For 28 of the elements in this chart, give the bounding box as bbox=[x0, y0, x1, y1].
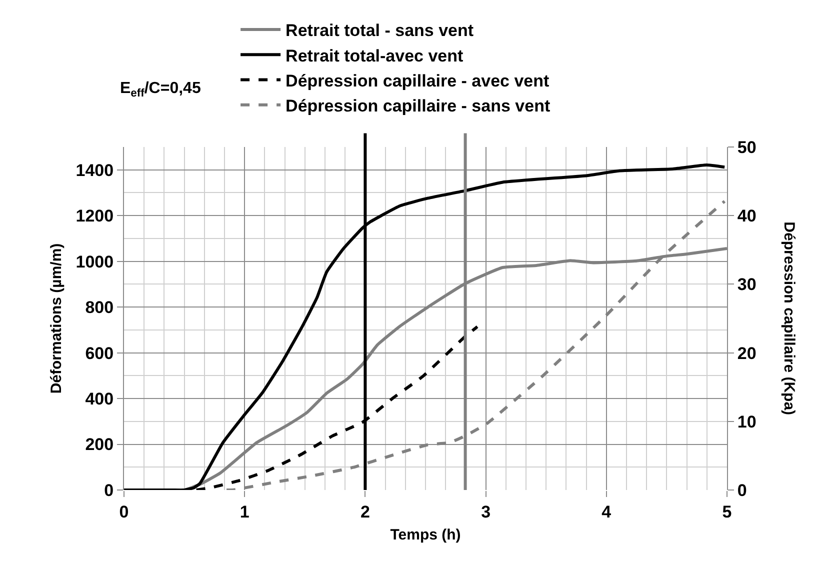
y2-tick-label: 0 bbox=[737, 480, 747, 500]
x-tick-label: 1 bbox=[240, 502, 250, 522]
y-tick-label: 1000 bbox=[76, 252, 114, 272]
y2-axis-title: Dépression capillaire (Kpa) bbox=[780, 222, 798, 416]
y-tick-label: 200 bbox=[85, 435, 114, 454]
x-tick-label: 5 bbox=[722, 502, 732, 522]
legend-label: Dépression capillaire - avec vent bbox=[286, 71, 550, 90]
y-tick-label: 600 bbox=[85, 344, 114, 363]
y-tick-label: 1200 bbox=[76, 206, 114, 226]
x-tick-label: 0 bbox=[119, 502, 129, 522]
x-tick-label: 3 bbox=[481, 502, 491, 522]
y-tick-label: 0 bbox=[104, 480, 114, 500]
y-tick-label: 800 bbox=[85, 298, 114, 318]
y2-tick-label: 20 bbox=[737, 344, 756, 363]
legend-label: Dépression capillaire - sans vent bbox=[286, 96, 550, 116]
legend-label: Retrait total - sans vent bbox=[286, 21, 474, 40]
y-tick-label: 1400 bbox=[76, 160, 114, 180]
y-axis-title: Déformations (µm/m) bbox=[48, 243, 66, 394]
y2-tick-label: 50 bbox=[737, 138, 756, 157]
x-axis-title: Temps (h) bbox=[390, 526, 461, 544]
y2-tick-label: 10 bbox=[737, 412, 756, 432]
legend-label: Retrait total-avec vent bbox=[286, 46, 464, 66]
x-tick-label: 4 bbox=[602, 502, 612, 522]
y-tick-label: 400 bbox=[85, 389, 114, 408]
x-tick-label: 2 bbox=[360, 502, 370, 522]
y2-tick-label: 40 bbox=[737, 206, 756, 226]
y2-tick-label: 30 bbox=[737, 275, 756, 294]
chart-title: E$_{eff}$/C=0,45 bbox=[120, 80, 201, 100]
